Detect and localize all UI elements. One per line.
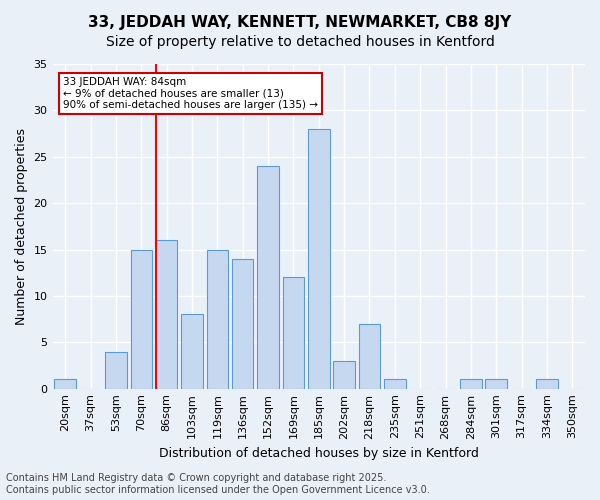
Bar bbox=[105, 352, 127, 389]
Bar bbox=[334, 361, 355, 388]
Text: 33, JEDDAH WAY, KENNETT, NEWMARKET, CB8 8JY: 33, JEDDAH WAY, KENNETT, NEWMARKET, CB8 … bbox=[88, 15, 512, 30]
Text: Size of property relative to detached houses in Kentford: Size of property relative to detached ho… bbox=[106, 35, 494, 49]
Bar bbox=[536, 380, 558, 388]
X-axis label: Distribution of detached houses by size in Kentford: Distribution of detached houses by size … bbox=[159, 447, 479, 460]
Bar bbox=[384, 380, 406, 388]
Y-axis label: Number of detached properties: Number of detached properties bbox=[15, 128, 28, 325]
Bar bbox=[156, 240, 178, 388]
Bar bbox=[181, 314, 203, 388]
Bar bbox=[283, 278, 304, 388]
Bar bbox=[232, 259, 253, 388]
Text: Contains HM Land Registry data © Crown copyright and database right 2025.
Contai: Contains HM Land Registry data © Crown c… bbox=[6, 474, 430, 495]
Bar bbox=[206, 250, 228, 388]
Bar bbox=[55, 380, 76, 388]
Text: 33 JEDDAH WAY: 84sqm
← 9% of detached houses are smaller (13)
90% of semi-detach: 33 JEDDAH WAY: 84sqm ← 9% of detached ho… bbox=[63, 77, 318, 110]
Bar bbox=[460, 380, 482, 388]
Bar bbox=[359, 324, 380, 388]
Bar bbox=[257, 166, 279, 388]
Bar bbox=[308, 129, 329, 388]
Bar bbox=[485, 380, 507, 388]
Bar bbox=[131, 250, 152, 388]
